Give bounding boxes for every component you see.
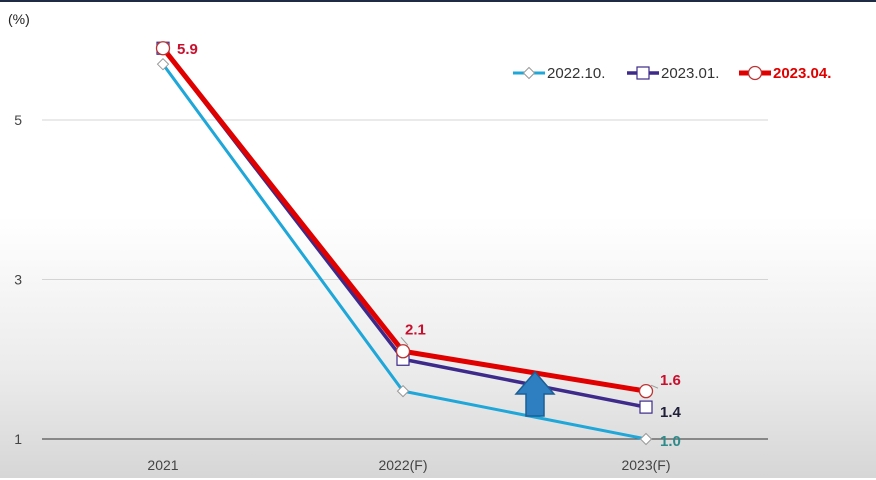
legend-marker (636, 66, 650, 80)
data-point (396, 384, 410, 398)
data-point (155, 41, 171, 56)
data-point (395, 344, 411, 359)
y-axis-ticks: 1 3 5 (14, 112, 22, 447)
x-tick-label: 2021 (147, 457, 178, 473)
legend-marker (747, 65, 763, 81)
legend-marker (522, 66, 536, 80)
data-labels: 1.0 1.4 5.9 2.1 1.6 (177, 41, 682, 450)
data-point (156, 57, 170, 71)
data-label: 1.0 (660, 433, 681, 450)
x-tick-label: 2022(F) (378, 457, 427, 473)
data-label: 1.6 (660, 372, 681, 389)
legend-label: 2022.10. (547, 65, 605, 82)
data-point (638, 383, 654, 399)
data-label: 1.4 (660, 404, 682, 421)
data-label: 2.1 (405, 321, 426, 338)
legend-label: 2023.04. (773, 65, 831, 82)
legend-label: 2023.01. (661, 65, 719, 82)
series-diamond (156, 57, 653, 446)
y-tick-label: 5 (14, 112, 22, 128)
series-line (161, 46, 647, 394)
data-label: 5.9 (177, 41, 198, 58)
leader-line (400, 336, 409, 346)
data-point (639, 432, 653, 446)
y-unit-label: (%) (8, 11, 30, 27)
x-tick-label: 2023(F) (621, 457, 670, 473)
series-circle (155, 41, 654, 399)
y-tick-label: 1 (14, 431, 22, 447)
leader-line (650, 384, 659, 389)
data-point (639, 400, 653, 414)
y-tick-label: 3 (14, 272, 22, 288)
up-arrow-annotation (514, 370, 556, 417)
x-axis-ticks: 2021 2022(F) 2023(F) (147, 457, 670, 473)
up-arrow-shape (514, 370, 556, 417)
legend: 2022.10. 2023.01. 2023.04. (513, 65, 831, 82)
series-group (155, 41, 654, 446)
